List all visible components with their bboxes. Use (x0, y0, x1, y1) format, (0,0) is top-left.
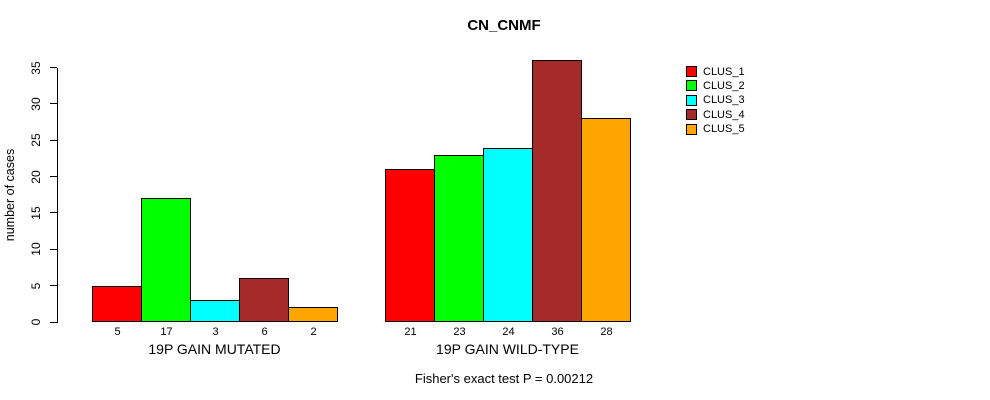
bar-value-label: 36 (551, 326, 564, 338)
bar-value-label: 23 (453, 326, 466, 338)
legend-label: CLUS_1 (703, 65, 745, 78)
legend-swatch-clus_4 (686, 109, 697, 121)
y-tick-label: 15 (29, 206, 43, 220)
y-axis-label: number of cases (3, 148, 17, 242)
legend-swatch-clus_1 (686, 66, 697, 77)
y-tick-label: 10 (29, 242, 43, 256)
legend-item-clus_4: CLUS_4 (686, 109, 745, 121)
bar-clus_2-1 (141, 198, 191, 322)
bar-value-label: 2 (310, 326, 317, 338)
y-tick-label: 0 (29, 318, 43, 326)
legend-swatch-clus_5 (686, 123, 697, 135)
y-axis-line (57, 68, 58, 323)
x-group-label: 19P GAIN WILD-TYPE (436, 341, 579, 357)
legend-swatch-clus_2 (686, 80, 697, 92)
legend-item-clus_5: CLUS_5 (686, 123, 745, 135)
chart-title: CN_CNMF (467, 17, 541, 34)
bar-clus_4-2 (532, 60, 582, 322)
y-tick-mark (50, 248, 57, 250)
bar-value-label: 6 (261, 326, 268, 338)
y-tick-mark (50, 139, 57, 141)
y-tick-mark (50, 321, 57, 323)
y-tick-label: 30 (29, 97, 43, 111)
bar-value-label: 24 (502, 326, 515, 338)
bar-value-label: 17 (160, 326, 173, 338)
y-tick-mark (50, 67, 57, 69)
y-tick-label: 25 (29, 133, 43, 147)
bar-value-label: 3 (212, 326, 219, 338)
stat-test-caption: Fisher's exact test P = 0.00212 (414, 371, 594, 386)
bar-clus_2-2 (434, 155, 484, 322)
bar-value-label: 21 (404, 326, 417, 338)
legend-label: CLUS_4 (703, 108, 745, 121)
legend-item-clus_1: CLUS_1 (686, 66, 745, 78)
bar-clus_5-2 (581, 118, 631, 322)
y-tick-mark (50, 285, 57, 287)
y-tick-label: 20 (29, 169, 43, 184)
legend-label: CLUS_3 (703, 94, 745, 107)
y-tick-mark (50, 176, 57, 178)
bar-clus_5-1 (288, 307, 338, 322)
bar-clus_3-1 (190, 300, 240, 322)
legend-item-clus_2: CLUS_2 (686, 80, 745, 92)
y-tick-label: 5 (29, 282, 43, 289)
y-tick-label: 35 (29, 60, 43, 75)
y-tick-mark (50, 212, 57, 214)
legend-label: CLUS_2 (703, 79, 745, 92)
bar-clus_1-1 (92, 286, 142, 322)
legend-item-clus_3: CLUS_3 (686, 94, 745, 106)
x-group-label: 19P GAIN MUTATED (148, 341, 281, 357)
y-tick-mark (50, 103, 57, 105)
bar-clus_4-1 (239, 278, 289, 322)
bar-clus_3-2 (483, 148, 533, 322)
legend-swatch-clus_3 (686, 94, 697, 106)
bar-value-label: 28 (600, 326, 613, 338)
bar-clus_1-2 (385, 169, 435, 322)
legend-label: CLUS_5 (703, 123, 745, 136)
bar-value-label: 5 (114, 326, 121, 338)
